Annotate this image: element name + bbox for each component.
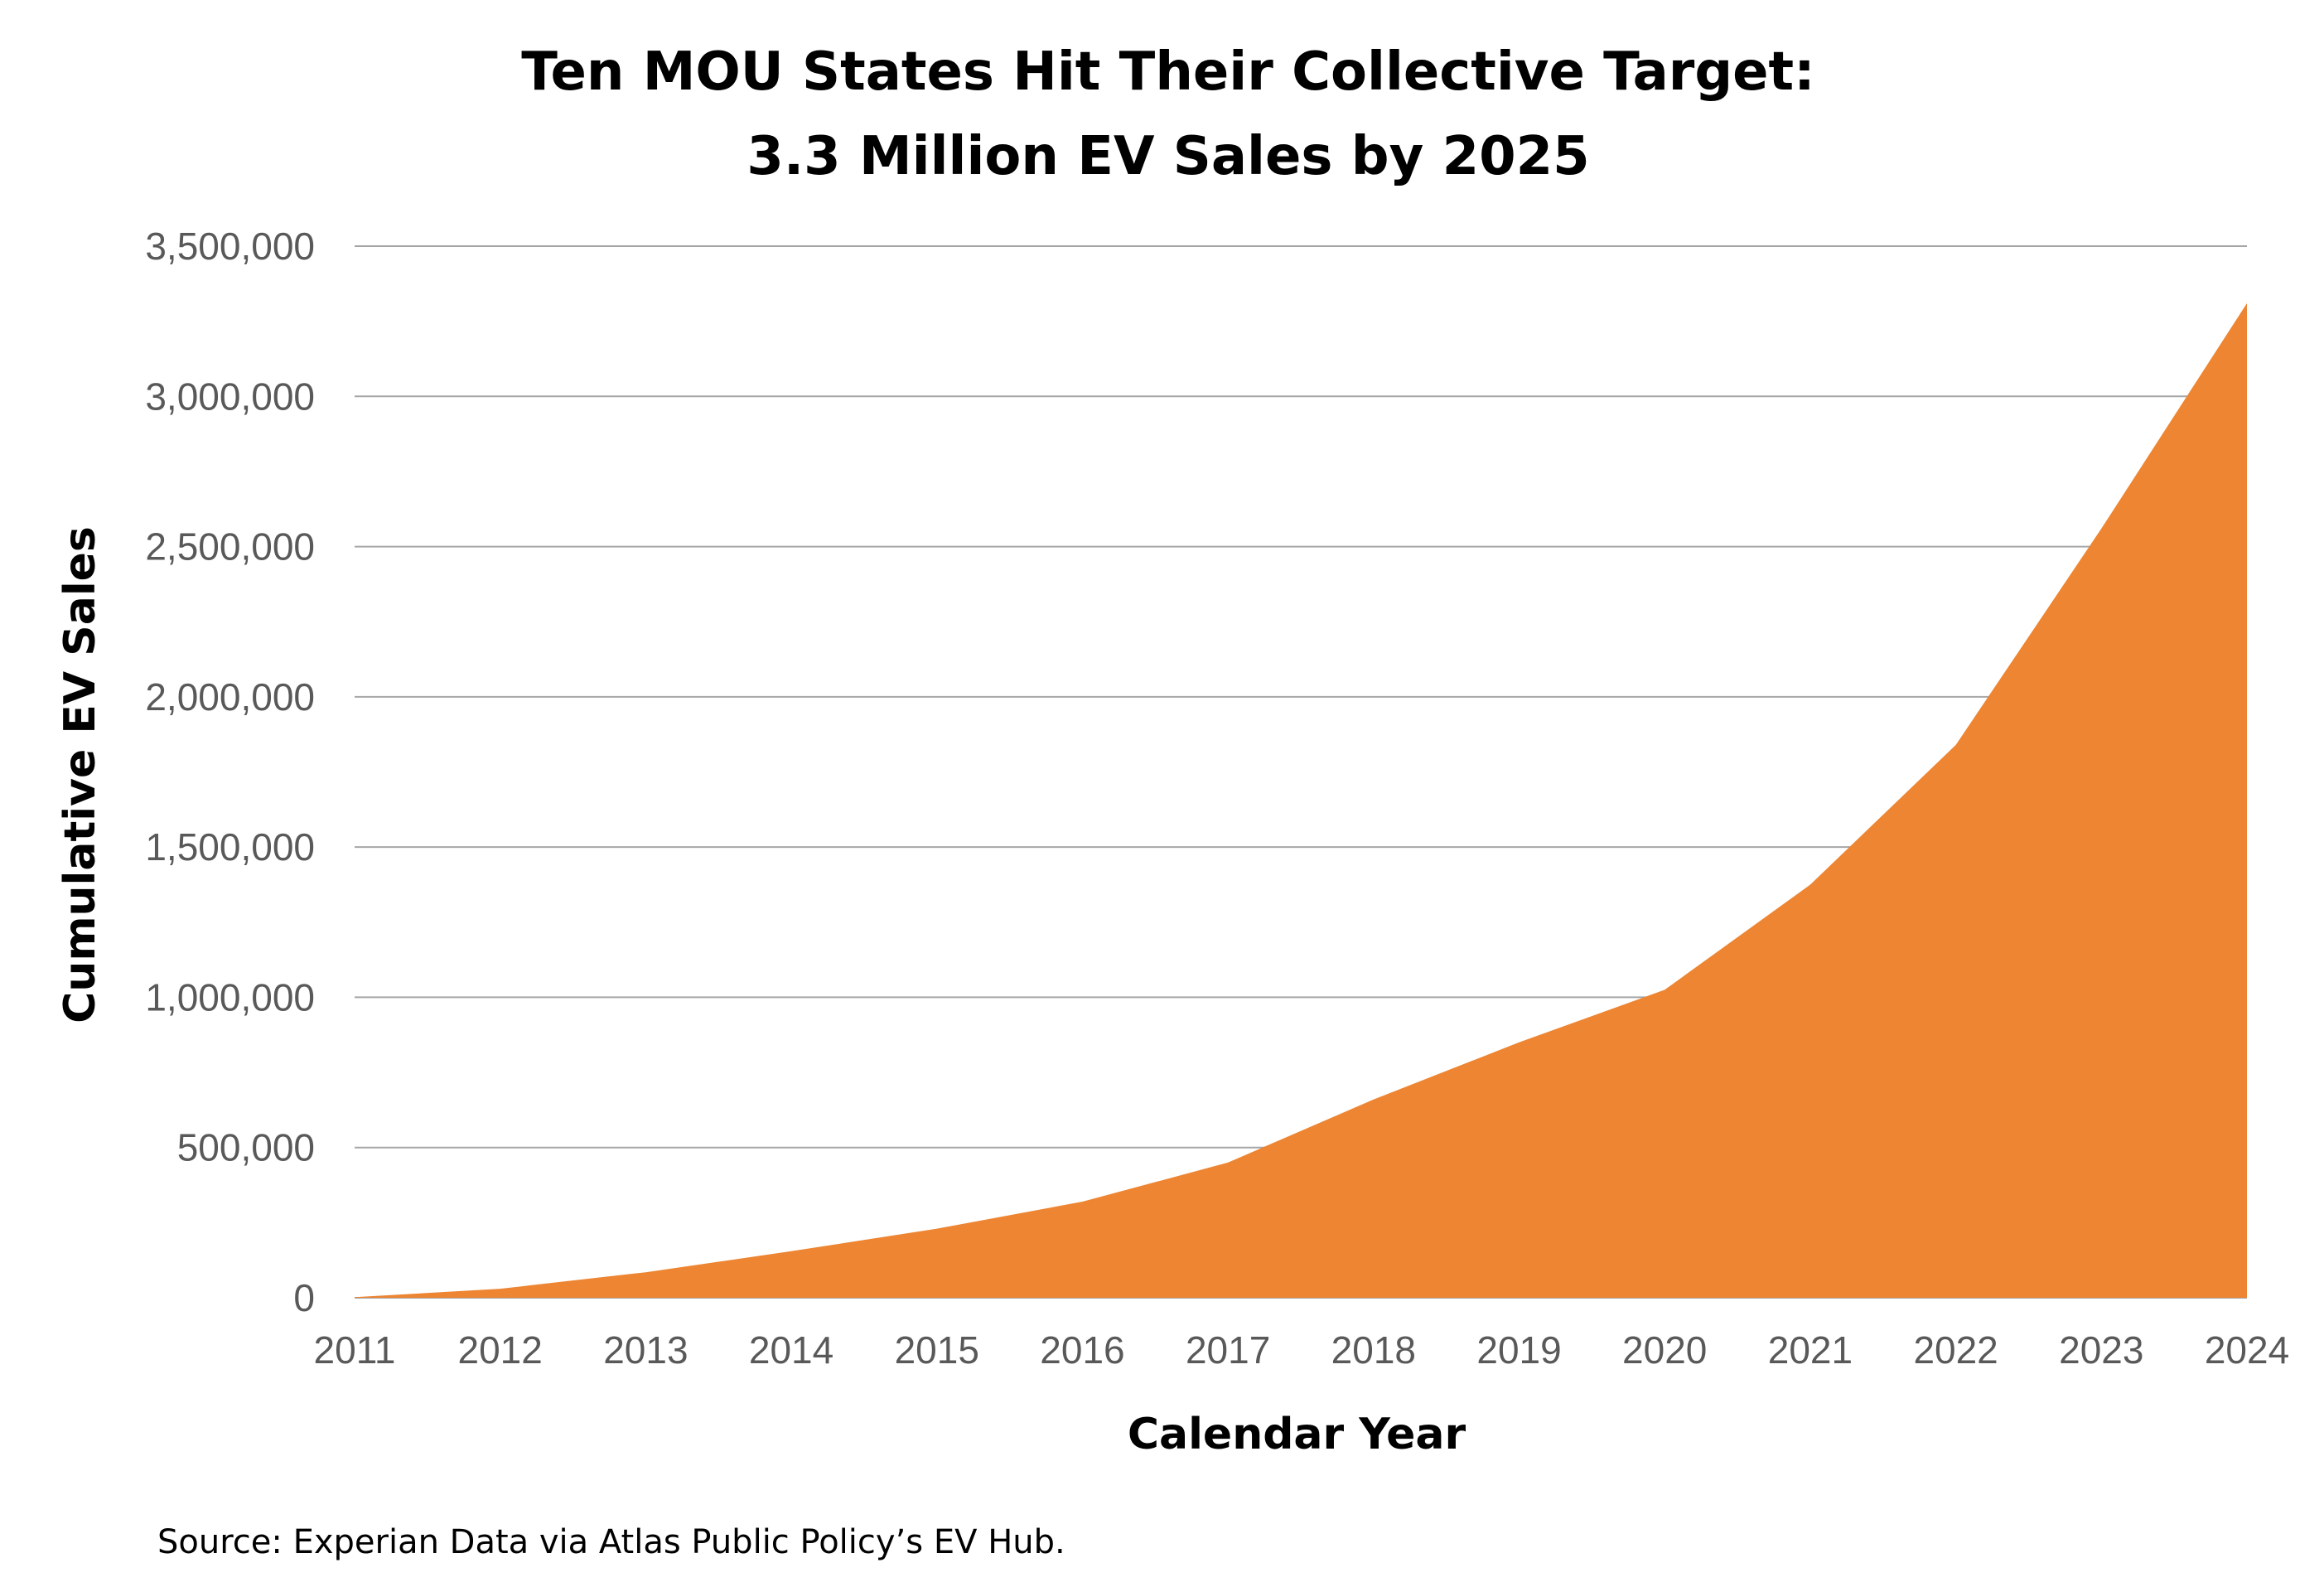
x-tick-label: 2016 (1040, 1328, 1124, 1372)
x-tick-label: 2014 (749, 1328, 833, 1372)
area-fill (355, 302, 2247, 1298)
y-tick-label: 2,000,000 (145, 675, 315, 719)
x-tick-label: 2022 (1913, 1328, 1998, 1372)
chart-title-line-2: 3.3 Million EV Sales by 2025 (746, 126, 1589, 187)
y-tick-label: 3,000,000 (145, 375, 315, 418)
x-axis-title: Calendar Year (1128, 1410, 1466, 1459)
area-series (355, 302, 2247, 1298)
chart-title: Ten MOU States Hit Their Collective Targ… (521, 41, 1814, 187)
y-axis-tick-labels: 0 500,000 1,000,000 1,500,000 2,000,000 2,500… (145, 225, 315, 1319)
x-tick-label: 2021 (1768, 1328, 1853, 1372)
x-tick-label: 2013 (603, 1328, 688, 1372)
y-tick-label: 500,000 (177, 1126, 315, 1169)
x-tick-label: 2024 (2205, 1328, 2289, 1372)
x-tick-label: 2015 (895, 1328, 979, 1372)
x-tick-label: 2023 (2059, 1328, 2143, 1372)
x-tick-label: 2011 (314, 1328, 396, 1372)
y-axis-title: Cumulative EV Sales (56, 526, 105, 1023)
chart-title-line-1: Ten MOU States Hit Their Collective Targ… (521, 41, 1814, 103)
x-tick-label: 2017 (1186, 1328, 1270, 1372)
y-tick-label: 1,000,000 (145, 975, 315, 1018)
gridlines (355, 245, 2247, 1299)
x-tick-label: 2019 (1476, 1328, 1561, 1372)
x-tick-label: 2018 (1331, 1328, 1416, 1372)
x-tick-label: 2012 (458, 1328, 543, 1372)
y-tick-label: 3,500,000 (145, 225, 315, 268)
y-tick-label: 1,500,000 (145, 825, 315, 868)
x-tick-label: 2020 (1622, 1328, 1707, 1372)
x-axis-tick-labels: 2011 2012 2013 2014 2015 2016 2017 2018 2019 2020… (314, 1328, 2290, 1372)
y-tick-label: 0 (293, 1276, 315, 1319)
y-tick-label: 2,500,000 (145, 525, 315, 569)
source-note: Source: Experian Data via Atlas Public P… (157, 1523, 1065, 1561)
